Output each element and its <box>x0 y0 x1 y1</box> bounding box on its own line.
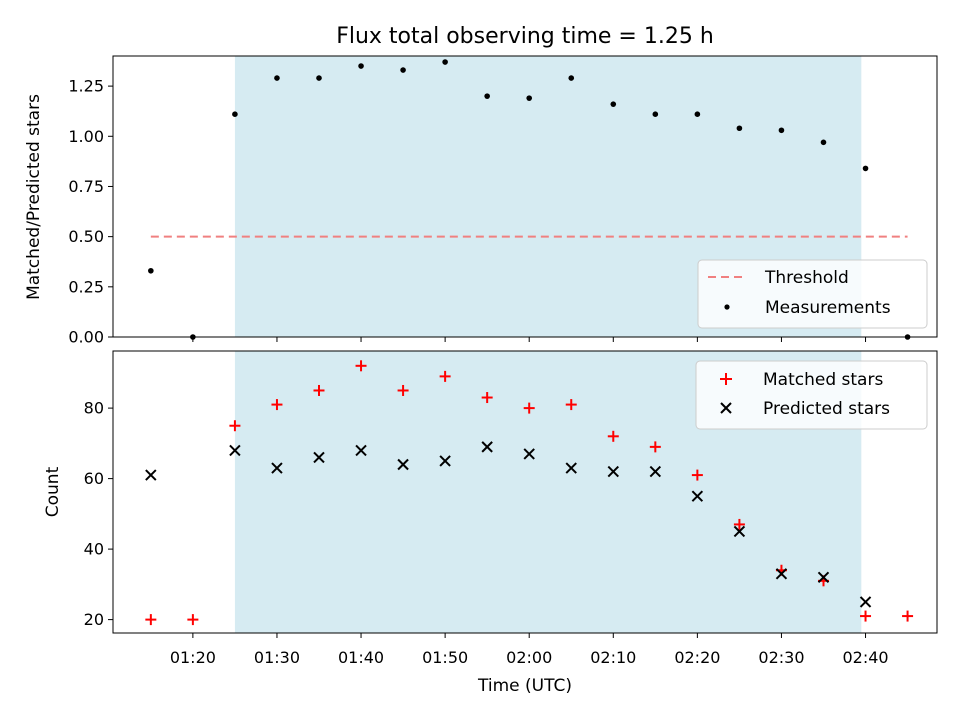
measurement-point <box>484 93 490 99</box>
matched-star-point <box>733 518 745 530</box>
predicted-star-point <box>439 455 451 467</box>
bottom-y-tick-label: 20 <box>84 610 104 629</box>
predicted-star-point <box>691 490 704 502</box>
measurement-point <box>232 111 238 118</box>
predicted-star-point <box>775 568 788 580</box>
x-tick-label: 02:10 <box>590 648 636 667</box>
matched-star-point <box>187 614 199 626</box>
measurement-point <box>400 67 406 73</box>
bottom-x-ticks: 01:20 01:30 01:40 01:50 02:00 02:10 02:20 02:30… <box>170 633 889 667</box>
top-x-ticks <box>192 337 867 342</box>
measurement-point <box>652 111 659 118</box>
predicted-star-point <box>733 525 746 538</box>
measurement-point <box>358 63 364 69</box>
matched-star-point <box>439 370 451 382</box>
top-y-tick-label: 1.00 <box>68 127 104 146</box>
matched-star-point <box>397 384 409 396</box>
predicted-star-point <box>229 444 241 457</box>
matched-star-point <box>565 399 577 411</box>
bottom-y-ticks: 20 40 60 80 <box>84 399 113 629</box>
top-y-ticks: 0.00 0.25 0.50 0.75 1.00 1.25 <box>68 77 113 347</box>
measurements-legend-marker <box>724 304 730 310</box>
predicted-star-point <box>313 451 325 464</box>
predicted-stars-legend-label: Predicted stars <box>763 399 890 419</box>
predicted-star-point <box>355 444 367 457</box>
top-legend-box <box>697 259 928 329</box>
top-y-tick-label: 1.25 <box>68 77 104 96</box>
chart-title: Flux total observing time = 1.25 h <box>336 24 714 49</box>
matched-star-point <box>860 610 872 622</box>
predicted-star-points <box>145 441 872 608</box>
top-legend: Threshold Measurements <box>697 259 928 329</box>
top-y-tick-label: 0.25 <box>68 277 104 296</box>
x-axis-label: Time (UTC) <box>477 676 572 696</box>
top-y-axis-label: Matched/Predicted stars <box>24 94 44 300</box>
x-tick-label: 01:30 <box>254 648 300 667</box>
x-tick-label: 02:30 <box>758 648 804 667</box>
bottom-y-axis-label: Count <box>43 466 63 517</box>
top-y-tick-label: 0.75 <box>68 177 104 196</box>
threshold-legend-label: Threshold <box>764 268 849 288</box>
bottom-y-tick-label: 80 <box>84 399 104 418</box>
matched-star-point <box>649 441 661 453</box>
measurement-point <box>568 75 575 81</box>
predicted-star-point <box>481 441 493 453</box>
x-tick-label: 01:50 <box>422 648 468 667</box>
predicted-star-point <box>565 462 577 474</box>
x-tick-label: 01:20 <box>170 648 216 667</box>
top-y-tick-label: 0.50 <box>68 227 104 246</box>
bottom-y-tick-label: 60 <box>84 469 104 488</box>
predicted-star-point <box>859 596 872 608</box>
x-tick-label: 02:20 <box>674 648 720 667</box>
measurements-legend-label: Measurements <box>765 298 891 318</box>
x-tick-label: 02:00 <box>506 648 552 667</box>
matched-star-point <box>481 392 493 404</box>
measurement-point <box>316 75 322 81</box>
matched-star-point <box>523 402 535 414</box>
predicted-star-point <box>397 458 409 471</box>
measurement-point <box>862 165 869 172</box>
measurement-point <box>526 95 533 101</box>
top-y-tick-label: 0.00 <box>68 328 104 347</box>
matched-star-points <box>145 360 914 626</box>
measurement-point <box>610 101 617 107</box>
measurement-points <box>148 59 911 340</box>
predicted-star-point <box>523 448 535 460</box>
predicted-star-point <box>607 465 619 478</box>
matched-star-point <box>691 469 703 481</box>
matched-star-point <box>313 384 325 396</box>
measurement-point <box>694 111 701 118</box>
measurement-point <box>274 75 280 81</box>
measurement-point <box>736 125 743 132</box>
matched-star-point <box>271 399 283 411</box>
matched-star-point <box>229 420 241 432</box>
bottom-axes-frame <box>112 350 938 634</box>
matched-star-point <box>355 360 367 372</box>
predicted-stars-legend-marker <box>720 402 732 414</box>
bottom-y-tick-label: 40 <box>84 540 104 559</box>
matched-star-point <box>145 614 157 626</box>
top-panel: 0.00 0.25 0.50 0.75 1.00 1.25 Flux total obse… <box>24 24 938 347</box>
top-axes-frame <box>112 55 938 338</box>
predicted-star-point <box>145 469 157 481</box>
predicted-star-point <box>649 465 662 478</box>
matched-star-point <box>902 610 914 622</box>
matched-stars-legend-label: Matched stars <box>763 370 883 390</box>
bottom-legend: Matched stars Predicted stars <box>695 360 928 430</box>
bottom-legend-box <box>695 360 928 430</box>
matched-star-point <box>607 430 619 442</box>
measurement-point <box>820 139 827 146</box>
measurement-point <box>148 267 154 274</box>
predicted-star-point <box>817 571 830 584</box>
matched-stars-legend-marker <box>720 373 732 385</box>
predicted-star-point <box>271 462 283 474</box>
x-tick-label: 01:40 <box>338 648 384 667</box>
measurement-point <box>442 59 448 65</box>
x-tick-label: 02:40 <box>842 648 888 667</box>
measurement-point <box>778 127 785 134</box>
